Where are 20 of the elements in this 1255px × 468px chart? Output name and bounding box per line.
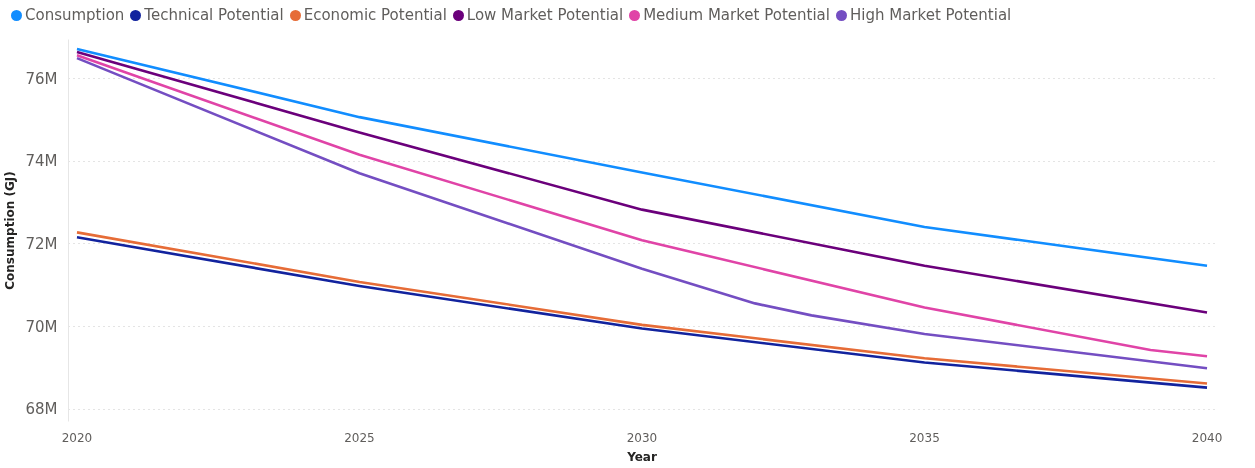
x-tick-label: 2025 bbox=[344, 430, 375, 445]
x-tick-label: 2020 bbox=[61, 430, 93, 445]
legend-label: High Market Potential bbox=[849, 5, 1012, 26]
x-tick-label: 2030 bbox=[626, 430, 658, 445]
x-tick-label: 2040 bbox=[1191, 430, 1223, 445]
y-tick-label: 70M bbox=[25, 317, 58, 336]
y-axis-title: Consumption (GJ) bbox=[3, 171, 18, 290]
y-tick-label: 68M bbox=[25, 400, 58, 419]
legend-label: Economic Potential bbox=[303, 5, 447, 26]
x-axis-title: Year bbox=[626, 449, 657, 464]
y-tick-label: 72M bbox=[25, 234, 58, 253]
line-series bbox=[75, 47, 1209, 268]
y-tick-label: 76M bbox=[25, 69, 58, 88]
line-series bbox=[75, 50, 1209, 314]
legend-label: Medium Market Potential bbox=[643, 5, 830, 26]
y-tick-label: 74M bbox=[25, 152, 58, 171]
x-tick-label: 2035 bbox=[909, 430, 940, 445]
legend-label: Technical Potential bbox=[144, 5, 284, 26]
legend-label: Low Market Potential bbox=[466, 5, 624, 26]
legend-label: Consumption bbox=[25, 5, 125, 26]
